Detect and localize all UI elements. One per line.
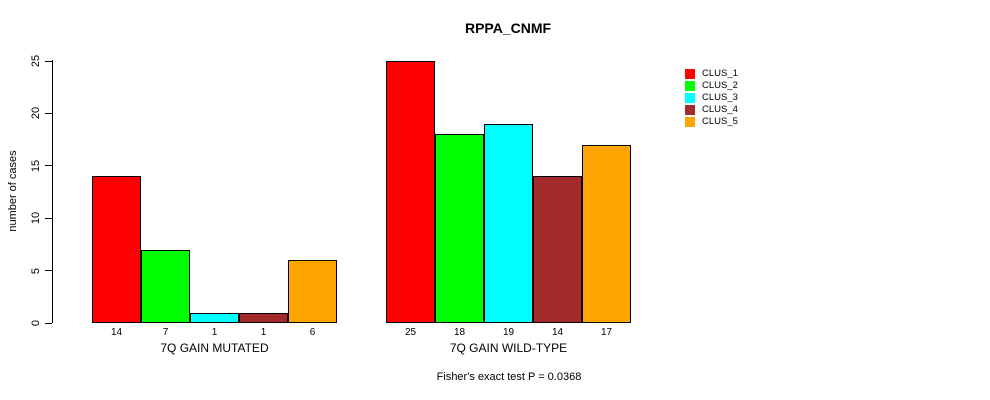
legend-label: CLUS_1 [702,68,738,79]
legend-swatch-icon [685,117,695,127]
bar-clus_1-group1 [92,176,141,323]
y-tick-mark [45,112,52,114]
y-tick-mark [45,270,52,272]
y-tick-mark [45,60,52,62]
legend: CLUS_1 CLUS_2 CLUS_3 CLUS_4 CLUS_5 [685,68,738,128]
y-tick-mark [45,217,52,219]
bar-value-label: 19 [502,327,515,338]
legend-row-clus_4: CLUS_4 [685,104,738,116]
y-tick-label: 25 [30,54,42,68]
y-tick-label: 5 [30,267,42,274]
group-label-1: 7Q GAIN MUTATED [160,341,269,355]
legend-swatch-icon [685,81,695,91]
bar-clus_5-group1 [288,260,337,323]
y-tick-mark [45,165,52,167]
bar-value-label: 18 [453,327,466,338]
bar-clus_3-group1 [190,313,239,323]
bar-clus_2-group2 [435,134,484,323]
y-tick-mark [45,322,52,324]
bar-clus_4-group2 [533,176,582,323]
bar-clus_4-group1 [239,313,288,323]
bar-value-label: 6 [309,327,316,338]
group-label-2: 7Q GAIN WILD-TYPE [449,341,568,355]
bar-value-label: 14 [551,327,564,338]
legend-swatch-icon [685,93,695,103]
bar-value-label: 25 [404,327,417,338]
legend-label: CLUS_4 [702,104,738,115]
chart-title: RPPA_CNMF [464,20,552,36]
y-tick-label: 10 [30,212,42,225]
legend-row-clus_5: CLUS_5 [685,116,738,128]
bar-value-label: 17 [600,327,613,338]
legend-swatch-icon [685,105,695,115]
bar-value-label: 1 [260,327,267,338]
legend-label: CLUS_3 [702,92,738,103]
y-tick-label: 20 [30,107,42,120]
bar-value-label: 7 [162,327,169,338]
bar-clus_5-group2 [582,145,631,323]
bar-value-label: 14 [110,327,123,338]
y-axis-title: number of cases [7,150,19,232]
bar-clus_3-group2 [484,124,533,323]
bar-clus_2-group1 [141,250,190,323]
legend-swatch-icon [685,69,695,79]
annotation-text: Fisher's exact test P = 0.0368 [436,371,582,383]
legend-row-clus_1: CLUS_1 [685,68,738,80]
y-axis-line [52,60,53,323]
legend-row-clus_2: CLUS_2 [685,80,738,92]
legend-row-clus_3: CLUS_3 [685,92,738,104]
bar-clus_1-group2 [386,61,435,323]
y-tick-label: 15 [30,159,42,172]
y-tick-label: 0 [30,319,42,327]
legend-label: CLUS_5 [702,116,738,127]
bar-value-label: 1 [211,327,218,338]
legend-label: CLUS_2 [702,80,738,91]
